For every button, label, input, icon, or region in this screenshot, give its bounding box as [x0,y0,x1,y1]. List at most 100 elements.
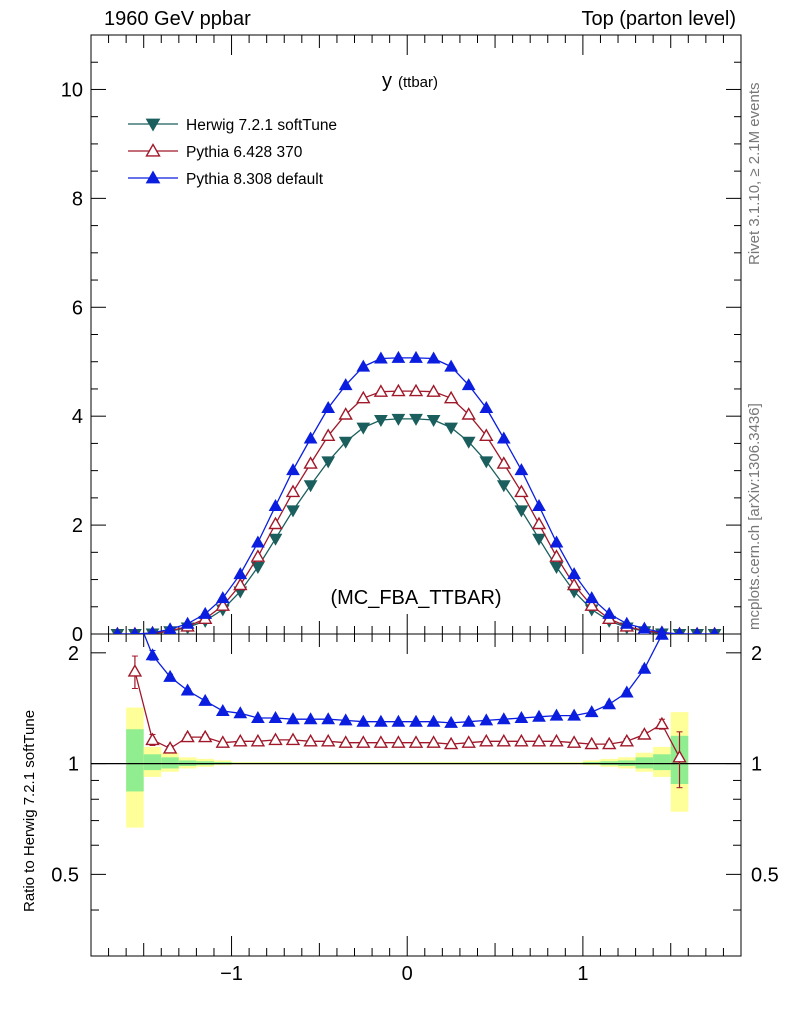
main-series-2-point [444,359,458,372]
ratio-series-1-point [444,715,458,728]
main-series-0-point [496,480,511,493]
ratio-series-1-point [461,714,476,727]
ratio-series-0-point [531,733,547,747]
legend-marker-2 [145,170,161,184]
ratio-series-0-point [426,735,441,748]
main-series-1-point [479,428,494,441]
main-series-0-point [409,413,423,426]
main-series-1-point [531,516,547,530]
ratio-y-tick-label-right: 1 [751,754,762,776]
main-series-2-point [619,616,634,629]
main-y-tick-label: 10 [61,79,83,101]
main-series-2-point [374,351,388,364]
main-series-0-point [268,533,283,546]
main-series-2-point [656,625,667,634]
main-series-2-point [461,378,476,391]
main-y-tick-label: 8 [72,188,83,210]
ratio-y-tick-label-right: 2 [751,643,762,665]
ratio-series-1-point [584,705,599,718]
header-right: Top (parton level) [581,8,736,30]
ratio-series-1-point [637,661,652,674]
ratio-band-green [653,754,671,771]
main-series-0-point [303,480,318,493]
main-series-1-point [373,384,389,397]
main-series-1-point [426,384,441,397]
ratio-series-1-point [163,669,177,682]
main-series-0-point [356,422,371,435]
main-series-2-point [637,621,652,634]
ratio-series-0-point [285,732,301,746]
main-series-2-point [356,359,371,372]
main-series-2-point [268,498,283,511]
ratio-x-tick-label: 1 [577,963,588,985]
main-series-group [110,350,722,634]
main-series-0-point [479,456,494,469]
ratio-series-1-point [567,708,581,721]
main-series-2-point [303,431,318,444]
main-series-0-point [321,456,336,469]
ratio-series-0-point [373,735,389,748]
main-series-2-point [130,626,139,634]
main-series-0-point [374,415,388,428]
ratio-series-0-point [180,729,195,743]
main-series-1-point [268,516,283,530]
main-series-0-point [444,422,458,435]
ratio-series-1-point [479,713,494,726]
ratio-y-tick-label: 1 [68,754,79,776]
ratio-series-0-point [127,663,143,677]
ratio-series-1-point [321,712,336,725]
ratio-band-green [126,729,144,792]
main-series-0-point [426,415,441,428]
ratio-series-1-point [532,709,546,722]
ratio-series-1-point [268,710,283,723]
ratio-series-1-point [145,648,160,661]
main-series-2-point [321,400,336,413]
ratio-series-0-point [268,732,283,746]
ratio-series-1-point [409,714,423,727]
ratio-series-0-point [479,733,494,747]
main-series-2-point [710,626,719,634]
ratio-series-1-point [286,712,300,725]
ratio-band-green [635,757,654,769]
main-series-2-point [426,351,441,364]
main-series-2-point [567,567,581,580]
main-series-1-point [549,549,564,562]
ratio-series-0-point [233,733,248,747]
ratio-series-1-point [356,714,371,727]
ratio-series-0-point [145,732,160,746]
ratio-series-0-point [672,749,687,763]
main-series-1-point [233,577,248,591]
main-series-2-point [602,606,617,619]
ratio-series-0-point [338,735,353,748]
ratio-series-0-point [584,736,599,750]
main-series-2-point [532,498,546,511]
main-series-1-point [338,407,353,420]
main-series-2-point [251,535,265,548]
main-series-2-point [479,400,494,413]
ratio-series-1-point [303,712,318,725]
main-series-2-point [163,622,177,634]
ratio-series-1-point [426,714,441,727]
ratio-series-0-point [619,733,635,747]
ratio-y-tick-label-right: 0.5 [751,864,779,886]
main-series-1-point [356,390,371,404]
legend-label-1: Pythia 6.428 370 [186,144,303,161]
ratio-series-0-point [549,733,564,747]
ratio-series-1-point [391,714,406,727]
ratio-band-green [143,754,162,771]
main-series-0-point [391,413,406,426]
ratio-series-1-point [215,703,230,716]
main-series-2-point [549,535,564,548]
ratio-series-1-point [233,706,248,719]
legend-marker-0 [145,118,161,132]
main-series-2-point [113,626,122,634]
main-series-1-point [566,577,582,591]
main-series-2-point [409,350,423,363]
main-series-1-point [303,456,318,469]
legend-label-0: Herwig 7.2.1 softTune [186,117,337,134]
ratio-series-0-point [566,735,582,748]
main-series-2-point [693,626,702,634]
ratio-x-tick-label: 0 [402,963,413,985]
main-series-1-point [250,549,266,562]
